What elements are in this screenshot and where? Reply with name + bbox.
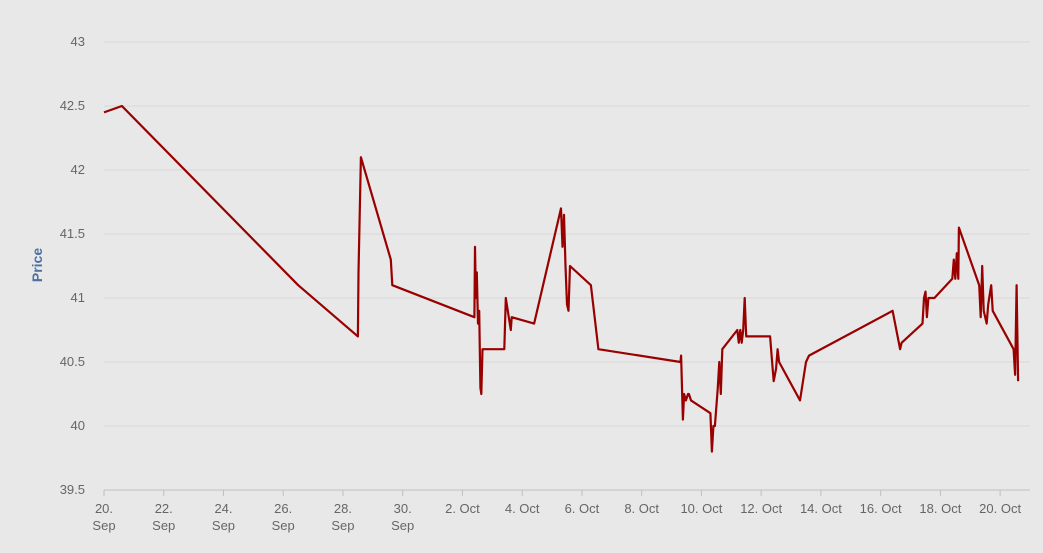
x-tick-label: 20.: [95, 501, 113, 516]
x-tick-label-month: Sep: [331, 518, 354, 533]
y-axis-tick-labels: 39.5 40 40.5 41 41.5 42 42.5 43: [60, 34, 85, 497]
x-tick-label-month: Sep: [152, 518, 175, 533]
series-line-0: [103, 104, 1020, 453]
y-tick-label: 39.5: [60, 482, 85, 497]
x-tick-label: 18. Oct: [919, 501, 961, 516]
x-tick-label: 6. Oct: [565, 501, 600, 516]
gridlines: [104, 41, 1030, 491]
x-tick-label: 8. Oct: [624, 501, 659, 516]
x-tick-label: 30.: [394, 501, 412, 516]
y-tick-label: 42.5: [60, 98, 85, 113]
x-tick-label: 26.: [274, 501, 292, 516]
x-tick-label-month: Sep: [272, 518, 295, 533]
y-tick-label: 42: [71, 162, 85, 177]
x-tick-label: 12. Oct: [740, 501, 782, 516]
y-tick-label: 40.5: [60, 354, 85, 369]
x-tick-label: 14. Oct: [800, 501, 842, 516]
x-tick-label: 10. Oct: [680, 501, 722, 516]
x-tick-label: 22.: [155, 501, 173, 516]
x-axis-tick-labels: 20. Sep 22. Sep 24. Sep 26. Sep 28. Sep 30. Sep 2. O…: [92, 501, 1021, 533]
x-tick-label: 2. Oct: [445, 501, 480, 516]
x-tick-label-month: Sep: [212, 518, 235, 533]
x-tick-label: 28.: [334, 501, 352, 516]
y-tick-label: 43: [71, 34, 85, 49]
y-tick-label: 41.5: [60, 226, 85, 241]
series-layer: [103, 104, 1020, 453]
x-tick-label-month: Sep: [391, 518, 414, 533]
y-tick-label: 40: [71, 418, 85, 433]
x-tick-label: 20. Oct: [979, 501, 1021, 516]
x-tick-label: 16. Oct: [860, 501, 902, 516]
y-tick-label: 41: [71, 290, 85, 305]
x-tick-label: 4. Oct: [505, 501, 540, 516]
y-axis-label: Price: [29, 248, 45, 282]
x-axis: [103, 489, 1030, 496]
x-tick-label-month: Sep: [92, 518, 115, 533]
x-tick-label: 24.: [214, 501, 232, 516]
